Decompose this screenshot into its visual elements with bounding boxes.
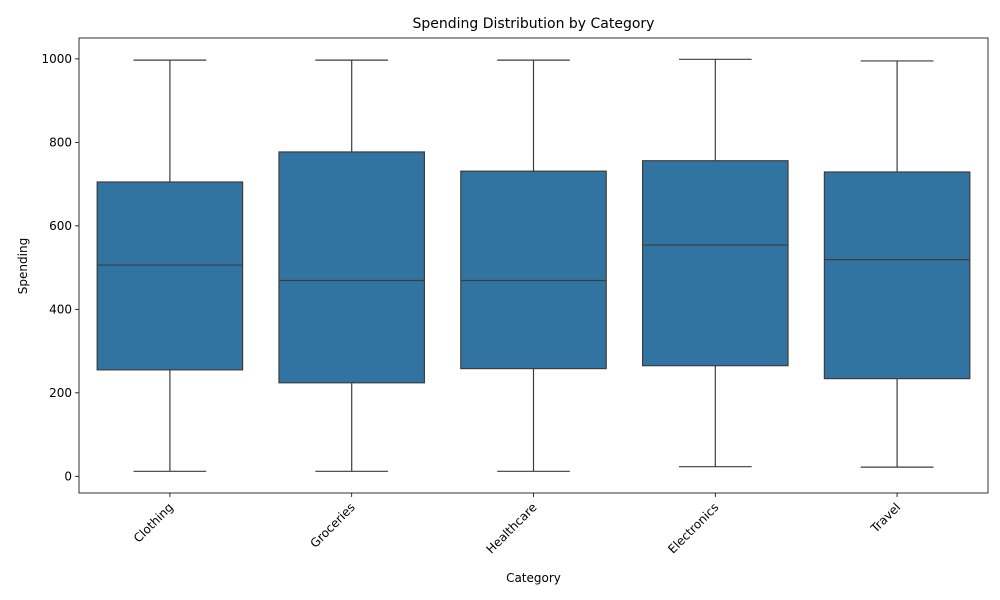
y-tick-label: 800 (49, 135, 72, 149)
y-axis-label: Spending (16, 238, 30, 294)
x-axis-label: Category (506, 571, 561, 585)
box-iqr (96, 181, 244, 371)
box-healthcare (460, 59, 607, 472)
box-iqr (641, 160, 789, 367)
y-tick-label: 600 (49, 219, 72, 233)
box-iqr (278, 151, 426, 384)
box-electronics (641, 58, 789, 468)
box-groceries (278, 59, 426, 472)
y-tick-label: 1000 (41, 52, 72, 66)
box-travel (823, 60, 971, 468)
box-iqr (460, 170, 607, 370)
y-tick-label: 400 (49, 302, 72, 316)
chart-title: Spending Distribution by Category (413, 16, 655, 32)
y-tick-label: 0 (64, 469, 72, 483)
box-clothing (96, 59, 244, 472)
box-iqr (823, 171, 971, 380)
y-tick-label: 200 (49, 386, 72, 400)
